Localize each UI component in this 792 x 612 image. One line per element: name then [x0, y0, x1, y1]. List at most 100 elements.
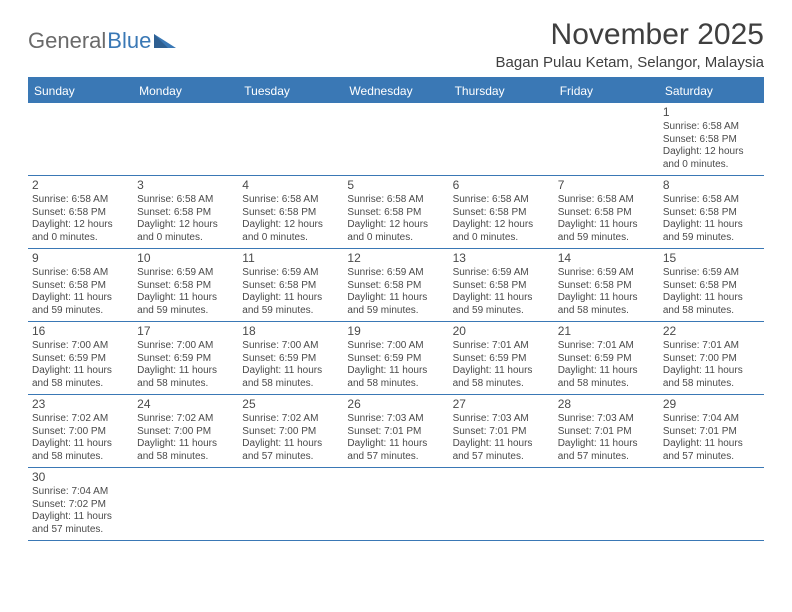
sunset-text: Sunset: 7:00 PM [137, 426, 234, 439]
week-row: 2Sunrise: 6:58 AMSunset: 6:58 PMDaylight… [28, 176, 764, 249]
week-row: 16Sunrise: 7:00 AMSunset: 6:59 PMDayligh… [28, 322, 764, 395]
sunset-text: Sunset: 6:59 PM [347, 353, 444, 366]
day-number: 4 [242, 178, 339, 193]
sunset-text: Sunset: 6:59 PM [453, 353, 550, 366]
sunrise-text: Sunrise: 6:58 AM [32, 267, 129, 280]
day-header: Monday [133, 79, 238, 103]
location-text: Bagan Pulau Ketam, Selangor, Malaysia [496, 54, 765, 71]
sunset-text: Sunset: 6:58 PM [242, 207, 339, 220]
sunrise-text: Sunrise: 6:59 AM [347, 267, 444, 280]
day-number: 11 [242, 251, 339, 266]
daylight-text: Daylight: 11 hours and 58 minutes. [558, 365, 655, 390]
sunrise-text: Sunrise: 6:59 AM [663, 267, 760, 280]
sunset-text: Sunset: 6:58 PM [663, 280, 760, 293]
day-number: 29 [663, 397, 760, 412]
day-number: 6 [453, 178, 550, 193]
day-cell: 27Sunrise: 7:03 AMSunset: 7:01 PMDayligh… [449, 395, 554, 467]
sunset-text: Sunset: 6:58 PM [32, 280, 129, 293]
brand-general-text: General [28, 28, 106, 54]
daylight-text: Daylight: 11 hours and 59 minutes. [663, 219, 760, 244]
empty-cell [28, 103, 133, 175]
day-cell: 2Sunrise: 6:58 AMSunset: 6:58 PMDaylight… [28, 176, 133, 248]
week-row: 9Sunrise: 6:58 AMSunset: 6:58 PMDaylight… [28, 249, 764, 322]
sunrise-text: Sunrise: 6:58 AM [663, 194, 760, 207]
sunset-text: Sunset: 7:00 PM [242, 426, 339, 439]
daylight-text: Daylight: 11 hours and 58 minutes. [32, 438, 129, 463]
day-number: 2 [32, 178, 129, 193]
daylight-text: Daylight: 11 hours and 59 minutes. [347, 292, 444, 317]
day-number: 5 [347, 178, 444, 193]
day-header: Sunday [28, 79, 133, 103]
day-cell: 23Sunrise: 7:02 AMSunset: 7:00 PMDayligh… [28, 395, 133, 467]
daylight-text: Daylight: 11 hours and 57 minutes. [663, 438, 760, 463]
sunset-text: Sunset: 6:58 PM [137, 280, 234, 293]
day-cell: 4Sunrise: 6:58 AMSunset: 6:58 PMDaylight… [238, 176, 343, 248]
sunrise-text: Sunrise: 7:00 AM [347, 340, 444, 353]
day-cell: 28Sunrise: 7:03 AMSunset: 7:01 PMDayligh… [554, 395, 659, 467]
day-number: 27 [453, 397, 550, 412]
day-number: 30 [32, 470, 129, 485]
sunset-text: Sunset: 7:01 PM [453, 426, 550, 439]
day-header-row: SundayMondayTuesdayWednesdayThursdayFrid… [28, 79, 764, 103]
week-row: 23Sunrise: 7:02 AMSunset: 7:00 PMDayligh… [28, 395, 764, 468]
daylight-text: Daylight: 12 hours and 0 minutes. [32, 219, 129, 244]
sunrise-text: Sunrise: 7:03 AM [453, 413, 550, 426]
daylight-text: Daylight: 11 hours and 58 minutes. [32, 365, 129, 390]
brand-logo: General Blue [28, 18, 176, 54]
empty-cell [449, 103, 554, 175]
day-cell: 7Sunrise: 6:58 AMSunset: 6:58 PMDaylight… [554, 176, 659, 248]
day-number: 24 [137, 397, 234, 412]
day-cell: 14Sunrise: 6:59 AMSunset: 6:58 PMDayligh… [554, 249, 659, 321]
sunset-text: Sunset: 6:58 PM [663, 207, 760, 220]
sunrise-text: Sunrise: 7:00 AM [137, 340, 234, 353]
sunrise-text: Sunrise: 7:02 AM [137, 413, 234, 426]
day-number: 16 [32, 324, 129, 339]
daylight-text: Daylight: 11 hours and 58 minutes. [137, 438, 234, 463]
sunset-text: Sunset: 6:59 PM [242, 353, 339, 366]
day-cell: 18Sunrise: 7:00 AMSunset: 6:59 PMDayligh… [238, 322, 343, 394]
day-cell: 29Sunrise: 7:04 AMSunset: 7:01 PMDayligh… [659, 395, 764, 467]
day-cell: 30Sunrise: 7:04 AMSunset: 7:02 PMDayligh… [28, 468, 133, 540]
week-row: 1Sunrise: 6:58 AMSunset: 6:58 PMDaylight… [28, 103, 764, 176]
day-cell: 22Sunrise: 7:01 AMSunset: 7:00 PMDayligh… [659, 322, 764, 394]
daylight-text: Daylight: 11 hours and 59 minutes. [242, 292, 339, 317]
daylight-text: Daylight: 11 hours and 58 minutes. [242, 365, 339, 390]
day-cell: 11Sunrise: 6:59 AMSunset: 6:58 PMDayligh… [238, 249, 343, 321]
sunset-text: Sunset: 6:58 PM [32, 207, 129, 220]
empty-cell [343, 468, 448, 540]
daylight-text: Daylight: 11 hours and 58 minutes. [453, 365, 550, 390]
title-block: November 2025 Bagan Pulau Ketam, Selango… [496, 18, 765, 71]
day-number: 21 [558, 324, 655, 339]
empty-cell [133, 468, 238, 540]
brand-blue-text: Blue [107, 28, 151, 54]
daylight-text: Daylight: 11 hours and 59 minutes. [32, 292, 129, 317]
day-cell: 8Sunrise: 6:58 AMSunset: 6:58 PMDaylight… [659, 176, 764, 248]
day-number: 25 [242, 397, 339, 412]
sunrise-text: Sunrise: 6:58 AM [558, 194, 655, 207]
sunrise-text: Sunrise: 6:59 AM [137, 267, 234, 280]
sunset-text: Sunset: 6:58 PM [663, 134, 760, 147]
day-cell: 26Sunrise: 7:03 AMSunset: 7:01 PMDayligh… [343, 395, 448, 467]
sunrise-text: Sunrise: 6:59 AM [242, 267, 339, 280]
day-cell: 1Sunrise: 6:58 AMSunset: 6:58 PMDaylight… [659, 103, 764, 175]
day-cell: 17Sunrise: 7:00 AMSunset: 6:59 PMDayligh… [133, 322, 238, 394]
day-number: 20 [453, 324, 550, 339]
daylight-text: Daylight: 12 hours and 0 minutes. [137, 219, 234, 244]
sunrise-text: Sunrise: 6:58 AM [663, 121, 760, 134]
empty-cell [238, 103, 343, 175]
sunset-text: Sunset: 6:58 PM [558, 207, 655, 220]
daylight-text: Daylight: 12 hours and 0 minutes. [242, 219, 339, 244]
sunset-text: Sunset: 7:02 PM [32, 499, 129, 512]
sunrise-text: Sunrise: 7:00 AM [242, 340, 339, 353]
day-cell: 12Sunrise: 6:59 AMSunset: 6:58 PMDayligh… [343, 249, 448, 321]
sunrise-text: Sunrise: 7:03 AM [347, 413, 444, 426]
day-number: 22 [663, 324, 760, 339]
day-number: 14 [558, 251, 655, 266]
day-number: 15 [663, 251, 760, 266]
day-number: 23 [32, 397, 129, 412]
daylight-text: Daylight: 11 hours and 57 minutes. [453, 438, 550, 463]
sunset-text: Sunset: 6:58 PM [558, 280, 655, 293]
day-header: Thursday [449, 79, 554, 103]
day-cell: 19Sunrise: 7:00 AMSunset: 6:59 PMDayligh… [343, 322, 448, 394]
empty-cell [554, 103, 659, 175]
